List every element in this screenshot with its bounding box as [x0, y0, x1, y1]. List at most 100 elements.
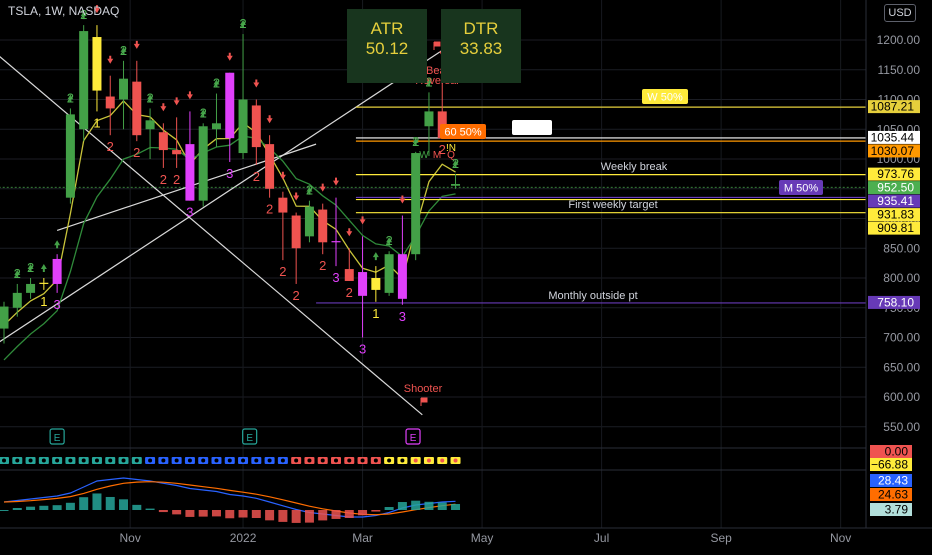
squeeze-dot — [387, 458, 392, 463]
macd-histogram-bar — [211, 510, 221, 517]
indicator-value-tag — [870, 474, 912, 487]
price-axis: 1200.001150.001100.001050.001000.00950.0… — [865, 0, 921, 528]
indicator-value: 0.00 — [885, 445, 909, 459]
earnings-marker — [49, 428, 65, 445]
y-tick-label: 1200.00 — [877, 33, 921, 47]
signal-line — [3, 481, 456, 516]
squeeze-dot — [241, 458, 246, 463]
squeeze-dot — [201, 458, 206, 463]
macd-histogram-bar — [304, 510, 314, 523]
candle-strat-label: 2 — [319, 258, 326, 273]
tag-60-50-box — [440, 124, 486, 139]
indicator-value: −66.88 — [871, 458, 908, 472]
macd-histogram-bar — [437, 502, 447, 510]
macd-histogram-bar — [344, 510, 354, 518]
down-arrow — [293, 192, 300, 201]
candle-body — [304, 206, 314, 237]
candle-body — [198, 126, 208, 201]
atr-label: ATR — [370, 19, 404, 38]
trendline — [0, 45, 450, 343]
currency-button[interactable]: USD — [884, 4, 916, 22]
candle-strat-label: 3 — [186, 205, 193, 220]
up-arrow — [14, 269, 21, 278]
up-arrow — [372, 252, 379, 261]
candle-strat-label: 2 — [253, 169, 260, 184]
squeeze-dot — [81, 458, 86, 463]
squeeze-dot — [94, 458, 99, 463]
candle-body — [358, 272, 368, 296]
candle-strat-label: 2 — [133, 145, 140, 160]
down-arrow — [319, 183, 326, 192]
indicator-value: 28.43 — [878, 474, 908, 488]
up-arrow — [240, 20, 247, 29]
macd-histogram-bar — [39, 505, 49, 510]
candle-strat-label: 2 — [80, 7, 87, 22]
candle-strat-label: 2 — [160, 172, 167, 187]
candle-strat-label: 2 — [425, 74, 432, 89]
macd-histogram-bar — [371, 510, 381, 512]
candle-body — [12, 292, 22, 308]
candle-body — [132, 81, 142, 136]
dtr-label: DTR — [463, 19, 499, 38]
up-arrow — [200, 109, 207, 118]
candle-strat-label: 2 — [293, 288, 300, 303]
candle-body — [451, 183, 461, 186]
candle-strat-label: 3 — [226, 166, 233, 181]
indicator-value-tag — [870, 488, 912, 501]
candle-strat-label: 2 — [14, 266, 21, 281]
up-arrow — [425, 78, 432, 87]
squeeze-dot — [134, 458, 139, 463]
level-price-value: 1087.21 — [871, 100, 915, 114]
candle-body — [318, 209, 328, 243]
x-tick-label: Mar — [352, 531, 373, 545]
down-arrow — [133, 40, 140, 49]
macd-histogram-bar — [424, 501, 434, 510]
macd-histogram-bar — [79, 497, 89, 510]
squeeze-dot — [347, 458, 352, 463]
squeeze-dot — [161, 458, 166, 463]
squeeze-dot — [174, 458, 179, 463]
x-tick-label: Sep — [710, 531, 732, 545]
shooter-label: Shooter — [404, 383, 443, 395]
squeeze-dot — [453, 458, 458, 463]
down-arrow — [266, 115, 273, 124]
y-tick-label: 600.00 — [883, 390, 920, 404]
up-arrow — [213, 79, 220, 88]
squeeze-dot — [254, 458, 259, 463]
indicator-value: 24.63 — [878, 488, 908, 502]
candle-strat-label: 2 — [279, 264, 286, 279]
grid — [0, 0, 866, 528]
candle-body — [278, 197, 288, 213]
level-price-value: 909.81 — [877, 221, 914, 235]
annotations: Weekly break First weekly target Monthly o… — [404, 41, 823, 406]
candles — [0, 25, 461, 344]
y-tick-label: 800.00 — [883, 271, 920, 285]
level-price-tag — [868, 130, 920, 144]
q-flag: Q — [447, 150, 455, 161]
candle-strat-label: 2 — [200, 105, 207, 120]
level-price-tag — [868, 167, 920, 181]
macd-histogram-bar — [119, 499, 129, 510]
tag-w-50: W 50% — [647, 92, 683, 104]
candle-strat-label: 3 — [359, 342, 366, 357]
squeeze-dot — [400, 458, 405, 463]
candle-strat-label: 2 — [67, 90, 74, 105]
y-tick-label: 550.00 — [883, 420, 920, 434]
signal-arrows — [14, 5, 459, 278]
macd-histogram-bar — [185, 510, 195, 517]
squeeze-dot — [108, 458, 113, 463]
level-price-tag — [868, 208, 920, 222]
down-arrow — [346, 228, 353, 237]
candle-strat-label: 2 — [107, 139, 114, 154]
candle-body — [79, 31, 89, 130]
candle-body — [145, 120, 155, 130]
candle-strat-label: 1 — [372, 306, 379, 321]
weekly-break-label: Weekly break — [601, 161, 668, 173]
candle-body — [92, 37, 102, 91]
candle-body — [185, 144, 195, 201]
macd-histogram-bar — [225, 510, 235, 519]
